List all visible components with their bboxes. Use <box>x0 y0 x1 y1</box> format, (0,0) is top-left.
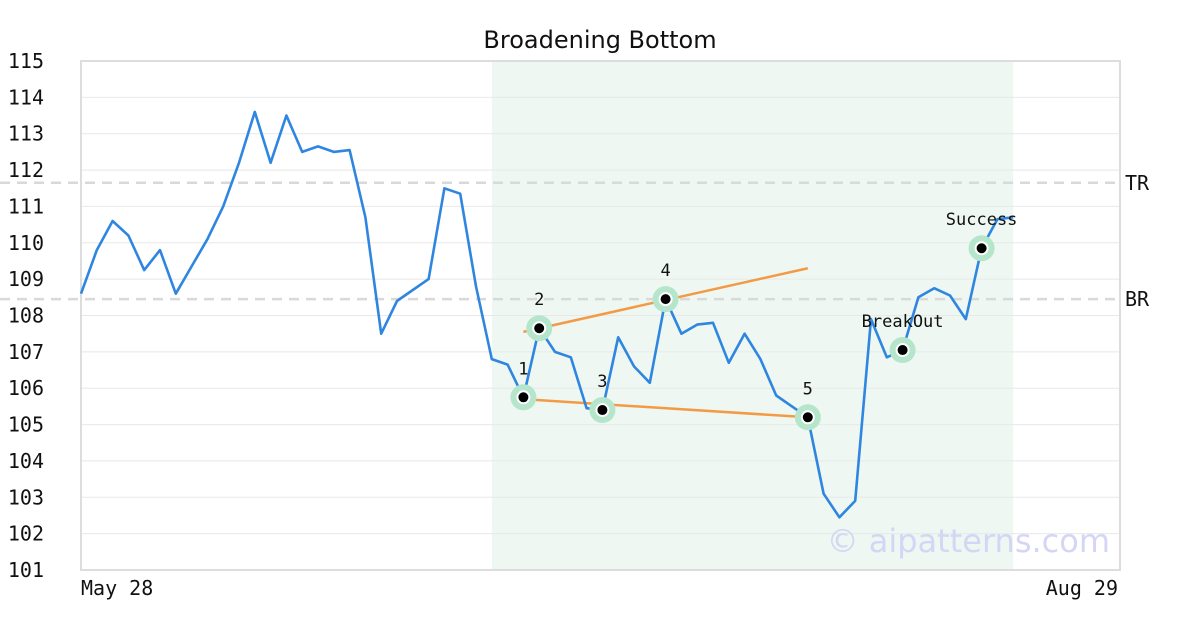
x-axis: May 28 Aug 29 <box>81 576 1118 600</box>
point-marker <box>658 292 673 307</box>
y-tick-label: 114 <box>8 85 44 109</box>
y-tick-label: 111 <box>8 194 44 218</box>
point-marker <box>800 410 815 425</box>
point-marker <box>595 403 610 418</box>
point-label: 1 <box>518 359 528 379</box>
y-tick-label: 105 <box>8 413 44 437</box>
pattern-points-layer: 1 2 3 4 5 BreakOut Success <box>510 210 1018 431</box>
point-label: 2 <box>534 290 544 310</box>
y-tick-label: 110 <box>8 231 44 255</box>
reference-lines-layer: TR BR <box>0 171 1150 311</box>
point-label: Success <box>946 210 1018 230</box>
point-marker <box>532 321 547 336</box>
price-series-line <box>79 110 1014 519</box>
series-layer <box>79 110 1014 519</box>
plot-frame <box>80 60 1121 571</box>
reference-line-label: TR <box>1125 171 1150 195</box>
y-tick-label: 107 <box>8 340 44 364</box>
trendline <box>523 397 808 419</box>
reference-line-label: BR <box>1125 287 1150 311</box>
x-tick-label-start: May 28 <box>81 576 153 600</box>
point-label: 3 <box>597 372 607 392</box>
y-axis: 101 102 103 104 105 106 107 108 109 110 111 112 113 1… <box>8 49 44 582</box>
point-marker <box>516 390 531 405</box>
chart-title: Broadening Bottom <box>483 26 716 54</box>
y-tick-label: 103 <box>8 485 44 509</box>
y-tick-label: 102 <box>8 522 44 546</box>
y-tick-label: 113 <box>8 122 44 146</box>
x-tick-label-end: Aug 29 <box>1046 576 1118 600</box>
point-label: 5 <box>803 379 813 399</box>
watermark: © aipatterns.com <box>827 522 1110 560</box>
y-tick-label: 109 <box>8 267 44 291</box>
y-tick-label: 101 <box>8 558 44 582</box>
point-label: 4 <box>660 261 670 281</box>
point-marker <box>974 241 989 256</box>
y-tick-label: 108 <box>8 304 44 328</box>
y-tick-label: 104 <box>8 449 44 473</box>
point-marker <box>895 343 910 358</box>
point-label: BreakOut <box>862 312 944 332</box>
y-tick-label: 106 <box>8 376 44 400</box>
y-tick-label: 115 <box>8 49 44 73</box>
y-tick-label: 112 <box>8 158 44 182</box>
